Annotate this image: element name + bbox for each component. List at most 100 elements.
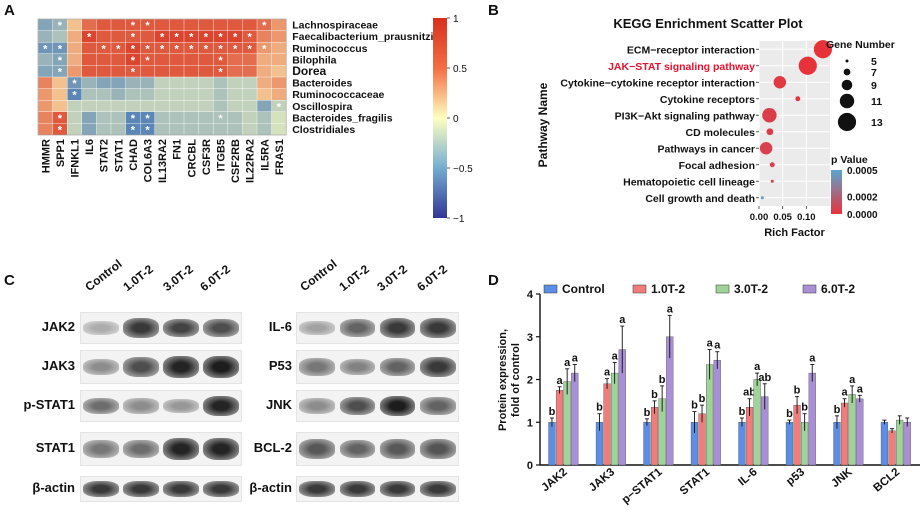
significance-letter: b <box>659 374 666 386</box>
heatmap-cell <box>198 111 214 124</box>
significance-star: * <box>277 101 282 113</box>
heatmap-cell <box>242 123 258 136</box>
heatmap-cell <box>96 88 112 101</box>
heatmap-cell <box>256 99 273 113</box>
scatter-point <box>795 96 801 102</box>
heatmap-cell <box>256 65 273 78</box>
heatmap-row-label: Ruminococcus <box>292 43 367 55</box>
significance-star: * <box>218 43 223 55</box>
heatmap-col-label: CHAD <box>128 139 140 171</box>
heatmap-cell <box>110 123 127 136</box>
significance-star: * <box>58 55 63 67</box>
significance-letter: a <box>707 338 714 350</box>
bar <box>896 419 904 466</box>
significance-star: * <box>131 20 136 32</box>
significance-star: * <box>58 67 63 79</box>
bar <box>571 372 579 466</box>
bar <box>888 430 896 466</box>
blot-band <box>420 439 456 459</box>
heatmap-cell <box>96 99 112 113</box>
heatmap-row-label: Bilophila <box>292 54 336 66</box>
heatmap-cell <box>37 30 54 43</box>
significance-letter: a <box>612 350 619 362</box>
blot-band <box>163 438 199 460</box>
bar-y-tick-label: 4 <box>527 289 534 301</box>
legend-label: 3.0T-2 <box>734 282 768 296</box>
significance-star: * <box>218 32 223 44</box>
significance-star: * <box>58 113 63 125</box>
heatmap-cell <box>212 18 229 32</box>
significance-star: * <box>116 43 121 55</box>
heatmap-cell <box>96 76 112 90</box>
heatmap-cell <box>169 76 185 90</box>
scatter-point <box>762 108 777 123</box>
blot-band <box>163 318 199 338</box>
heatmap-cell <box>242 99 258 113</box>
bar <box>738 422 746 466</box>
heatmap-cell <box>227 111 243 124</box>
blot-band <box>420 356 456 378</box>
significance-letter: a <box>857 383 864 395</box>
heatmap-cell <box>139 65 156 78</box>
heatmap-cell <box>242 53 258 66</box>
blot-band <box>83 358 119 376</box>
blot-band <box>83 481 119 497</box>
heatmap-cell <box>212 76 229 90</box>
heatmap-cell <box>139 99 156 113</box>
significance-star: * <box>43 43 48 55</box>
heatmap-cell <box>198 76 214 90</box>
blot-band <box>83 440 119 458</box>
blot-band <box>299 439 335 459</box>
heatmap-row-label: Dorea <box>292 64 326 78</box>
heatmap-cell <box>81 76 97 90</box>
heatmap-col-label: IFNKL1 <box>70 139 82 178</box>
heatmap-cell <box>169 99 185 113</box>
heatmap-cell <box>66 42 83 55</box>
color-legend-title: p Value <box>831 154 868 166</box>
heatmap-row-label: Oscillospira <box>292 101 352 113</box>
bar-y-tick-label: 0 <box>527 460 533 472</box>
bar <box>785 422 794 466</box>
size-legend-dot <box>837 112 857 132</box>
bar <box>808 372 816 466</box>
heatmap-cell <box>125 76 141 90</box>
pval-tick-label: 0.0000 <box>847 210 878 221</box>
heatmap-cell <box>110 18 127 32</box>
blot-band <box>163 356 199 378</box>
heatmap-cell <box>227 53 243 66</box>
heatmap-cell <box>271 42 287 55</box>
blot-band <box>83 397 119 415</box>
heatmap-cell <box>81 88 97 101</box>
significance-star: * <box>218 113 223 125</box>
blot-band <box>339 481 376 497</box>
heatmap-cell <box>183 65 200 78</box>
significance-letter: a <box>849 374 856 386</box>
heatmap-cell <box>183 76 200 90</box>
lane-label: Control <box>82 256 125 294</box>
blot-strip <box>296 350 459 384</box>
significance-star: * <box>102 43 107 55</box>
blot-band <box>163 481 199 497</box>
significance-star: * <box>145 43 150 55</box>
heatmap-cell <box>96 111 112 124</box>
heatmap-cell <box>212 99 229 113</box>
size-legend-label: 13 <box>871 117 883 129</box>
bar <box>840 402 849 466</box>
bar-category-label: JAK3 <box>587 466 617 494</box>
heatmap-col-label: IL6 <box>84 139 96 155</box>
size-legend-dot <box>841 79 853 91</box>
bar-category-label: p−STAT1 <box>620 466 665 507</box>
heatmap-col-label: COL6A3 <box>143 139 155 182</box>
significance-letter: ab <box>758 372 771 384</box>
significance-star: * <box>58 20 63 32</box>
blot-band <box>339 358 376 376</box>
blot-row-label: IL-6 <box>268 319 292 334</box>
scatter-xlabel: Rich Factor <box>764 227 825 239</box>
pathway-label: PI3K−Akt signaling pathway <box>615 110 755 122</box>
pathway-label: Cell growth and death <box>645 193 755 205</box>
heatmap-cell <box>183 88 200 101</box>
scatter-title: KEGG Enrichment Scatter Plot <box>613 16 803 31</box>
heatmap-cell <box>256 76 273 90</box>
heatmap-cell <box>37 99 54 113</box>
significance-letter: a <box>667 303 674 315</box>
